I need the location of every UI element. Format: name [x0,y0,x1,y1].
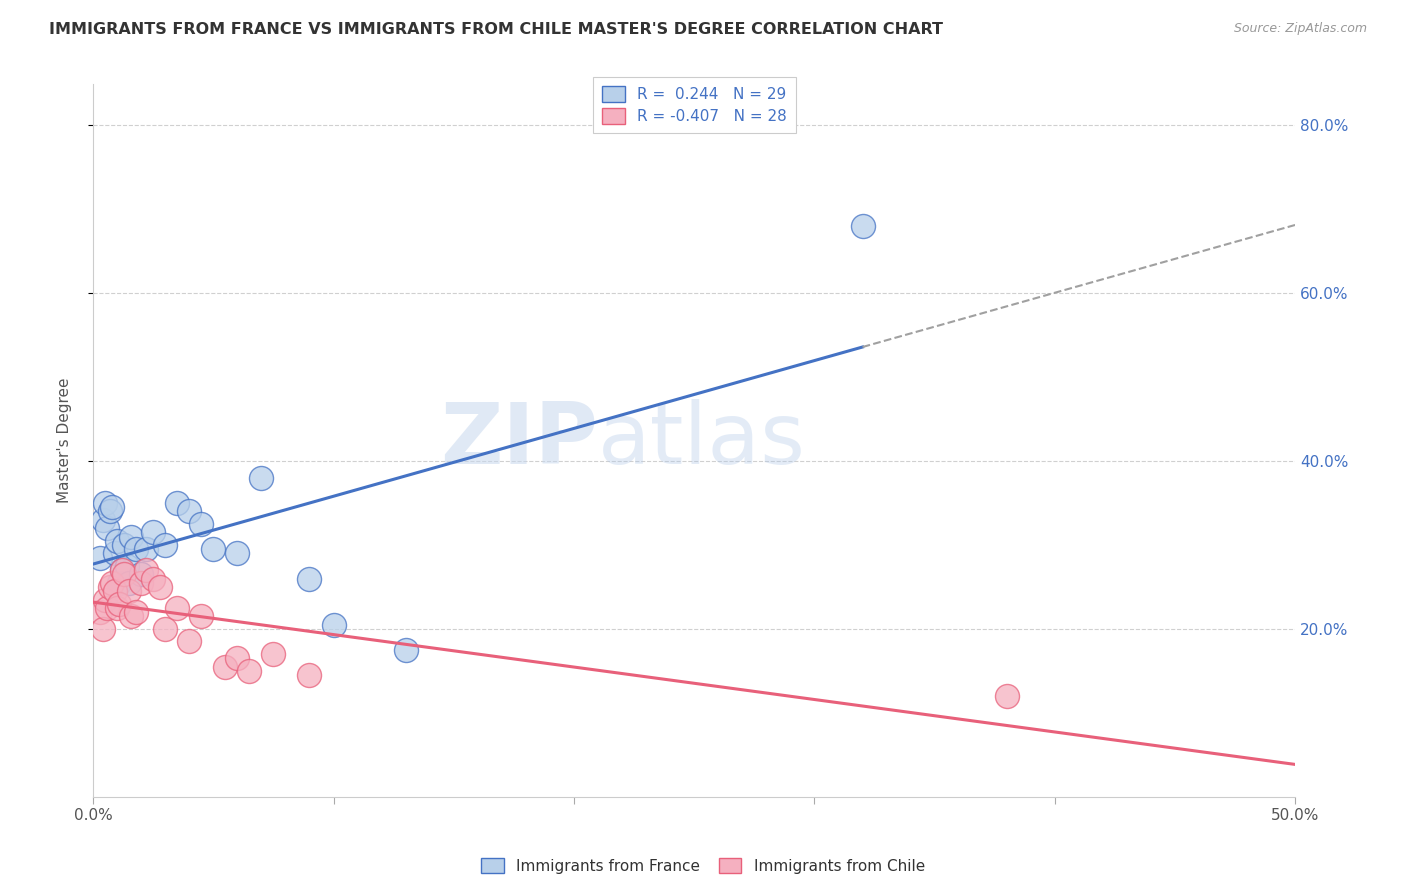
Point [179,504,201,518]
Point [135,542,157,557]
Point [262,647,284,661]
Point [298,572,321,586]
Point [322,617,344,632]
Point [118,584,141,599]
Point [226,546,249,560]
Text: ZIP: ZIP [440,399,598,482]
Point [142,525,165,540]
Point [98,580,121,594]
Point [108,575,131,590]
Point [166,496,188,510]
Point [190,609,212,624]
Point [101,500,124,515]
Point [214,659,236,673]
Point [111,563,134,577]
Point [105,601,128,615]
Point [129,575,152,590]
Point [96,601,118,615]
Point [91,513,114,527]
Y-axis label: Master's Degree: Master's Degree [58,377,72,503]
Point [851,219,873,234]
Point [98,504,121,518]
Point [94,496,117,510]
Point [226,651,249,665]
Point [395,643,418,657]
Point [298,668,321,682]
Point [238,664,260,678]
Point [995,689,1018,703]
Point [91,622,114,636]
Point [112,567,135,582]
Point [250,471,273,485]
Point [94,592,117,607]
Point [121,530,143,544]
Point [125,542,148,557]
Legend: Immigrants from France, Immigrants from Chile: Immigrants from France, Immigrants from … [475,852,931,880]
Point [135,563,157,577]
Point [125,605,148,619]
Text: IMMIGRANTS FROM FRANCE VS IMMIGRANTS FROM CHILE MASTER'S DEGREE CORRELATION CHAR: IMMIGRANTS FROM FRANCE VS IMMIGRANTS FRO… [49,22,943,37]
Legend: R =  0.244   N = 29, R = -0.407   N = 28: R = 0.244 N = 29, R = -0.407 N = 28 [592,77,796,133]
Point [89,550,111,565]
Point [108,597,131,611]
Point [153,538,176,552]
Point [104,546,127,560]
Point [89,605,111,619]
Point [118,575,141,590]
Point [153,622,176,636]
Point [129,567,152,582]
Point [179,634,201,648]
Point [166,601,188,615]
Point [101,575,124,590]
Point [121,609,143,624]
Point [105,533,128,548]
Point [149,580,172,594]
Point [115,558,138,573]
Point [190,516,212,531]
Point [96,521,118,535]
Point [111,563,134,577]
Point [112,538,135,552]
Text: Source: ZipAtlas.com: Source: ZipAtlas.com [1233,22,1367,36]
Point [142,572,165,586]
Point [202,542,225,557]
Point [104,584,127,599]
Text: atlas: atlas [598,399,806,482]
